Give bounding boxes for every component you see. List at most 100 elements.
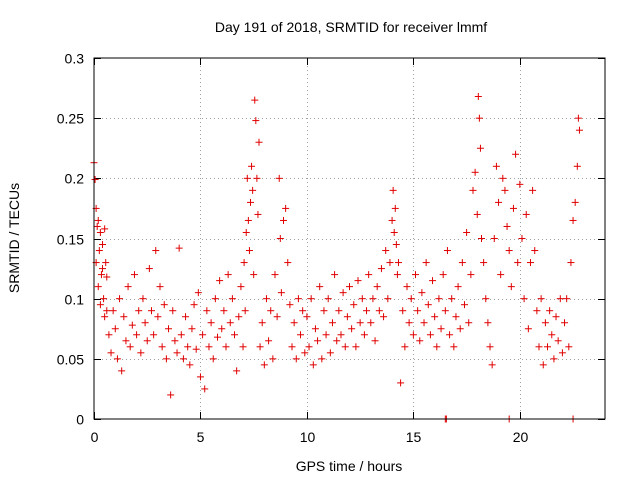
data-point [446,331,454,339]
data-point [320,307,328,315]
data-point [495,198,503,206]
data-point [514,259,522,267]
data-point [367,319,375,327]
data-point [426,331,434,339]
x-tick-label: 15 [406,429,422,445]
data-point [179,355,187,363]
data-point [269,355,277,363]
data-point [279,216,287,224]
data-point [486,343,494,351]
data-point [333,337,341,345]
data-point [111,325,119,333]
data-point [96,228,104,236]
data-point [393,271,401,279]
data-point [222,343,230,351]
data-point [299,307,307,315]
data-point [237,283,245,291]
data-point [213,333,221,341]
data-point [509,204,517,212]
y-tick-label: 0.2 [65,171,85,187]
data-point [250,271,258,279]
data-point [463,228,471,236]
data-point [526,259,534,267]
data-point [522,210,530,218]
data-point [503,222,511,230]
data-point [492,162,500,170]
data-point [558,349,566,357]
data-point [141,319,149,327]
data-point [103,307,111,315]
data-point [251,96,259,104]
data-point [224,271,232,279]
data-point [574,114,582,122]
data-point [311,325,319,333]
data-point [418,289,426,297]
data-point [382,247,390,255]
data-point [422,259,430,267]
data-point [399,307,407,315]
x-tick-label: 5 [197,429,205,445]
y-tick-label: 0.05 [57,352,84,368]
data-point [358,295,366,303]
data-point [228,295,236,303]
data-point [135,307,143,315]
data-point [474,93,482,101]
data-point [394,259,402,267]
data-point [356,319,364,327]
data-points [90,93,583,423]
data-point [297,331,305,339]
y-tick-label: 0.15 [57,232,84,248]
data-point [478,235,486,242]
data-point [465,319,473,327]
data-point [258,319,266,327]
data-point [388,216,396,224]
data-point [539,361,547,369]
data-point [100,295,108,303]
data-point [424,301,432,309]
data-point [435,295,443,303]
data-point [239,343,247,351]
data-point [567,259,575,267]
data-point [126,343,134,351]
data-point [516,180,524,188]
data-point [260,361,268,369]
data-point [244,216,252,224]
data-point [99,265,107,273]
y-tick-label: 0 [76,412,84,428]
data-point [113,355,121,363]
data-point [524,325,532,333]
data-point [497,271,505,279]
data-point [162,355,170,363]
data-point [535,343,543,351]
data-point [389,186,397,194]
data-point [331,271,339,279]
data-point [242,228,250,236]
data-point [275,174,283,182]
data-point [439,271,447,279]
data-point [390,228,398,236]
data-point [405,319,413,327]
data-point [186,361,194,369]
data-point [386,259,394,267]
data-point [318,355,326,363]
data-point [246,198,254,206]
data-point [346,283,353,291]
data-point [101,313,109,321]
data-point [267,307,275,315]
data-point [563,295,571,303]
data-point [154,313,162,321]
data-point [565,343,573,351]
data-point [541,319,549,327]
data-point [316,283,324,291]
data-point [137,349,145,357]
data-point [102,259,110,267]
data-point [490,235,498,242]
data-point [203,307,211,315]
data-point [561,319,569,327]
data-point [160,301,168,309]
data-point [441,307,449,315]
data-point [205,343,213,351]
plot-frame [93,57,606,420]
data-point [569,216,577,224]
data-point [403,283,411,291]
